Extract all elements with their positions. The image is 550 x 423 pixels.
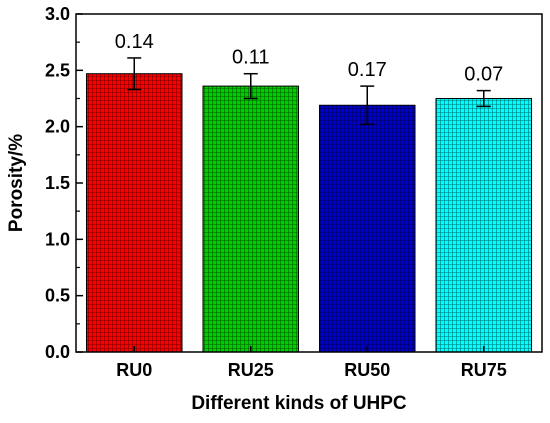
bars-layer [85,73,533,353]
y-tick-label: 0.0 [45,342,70,362]
y-tick-label: 2.0 [45,117,70,137]
x-axis-title: Different kinds of UHPC [191,393,407,414]
bar-ru25 [202,85,300,353]
x-tick-label-ru50: RU50 [344,360,390,380]
y-axis-title: Porosity/% [6,134,27,232]
x-tick-label-ru25: RU25 [228,360,274,380]
data-label-ru0: 0.14 [115,31,154,53]
data-labels-layer: 0.14 0.11 0.17 0.07 [115,31,503,86]
error-bars-layer [127,57,491,126]
x-ticks-layer: RU0 RU25 RU50 RU75 [116,346,507,380]
x-tick-label-ru75: RU75 [461,360,507,380]
error-bar-ru50 [360,85,375,126]
x-tick-label-ru0: RU0 [116,360,152,380]
y-ticks-layer: 0.0 0.5 1.0 1.5 2.0 2.5 3.0 [45,4,83,362]
error-bar-ru75 [476,89,491,108]
bar-ru0 [85,73,183,353]
data-label-ru25: 0.11 [232,47,269,69]
error-bar-ru25 [243,72,258,100]
bar-ru50 [318,104,416,353]
y-tick-label: 2.5 [45,60,70,80]
y-tick-label: 1.0 [45,229,70,249]
y-tick-label: 1.5 [45,173,70,193]
error-bar-ru0 [127,57,142,91]
bar-ru75 [435,98,533,353]
y-tick-label: 3.0 [45,4,70,24]
y-tick-label: 0.5 [45,286,70,306]
data-label-ru75: 0.07 [464,64,503,86]
data-label-ru50: 0.17 [348,59,387,81]
